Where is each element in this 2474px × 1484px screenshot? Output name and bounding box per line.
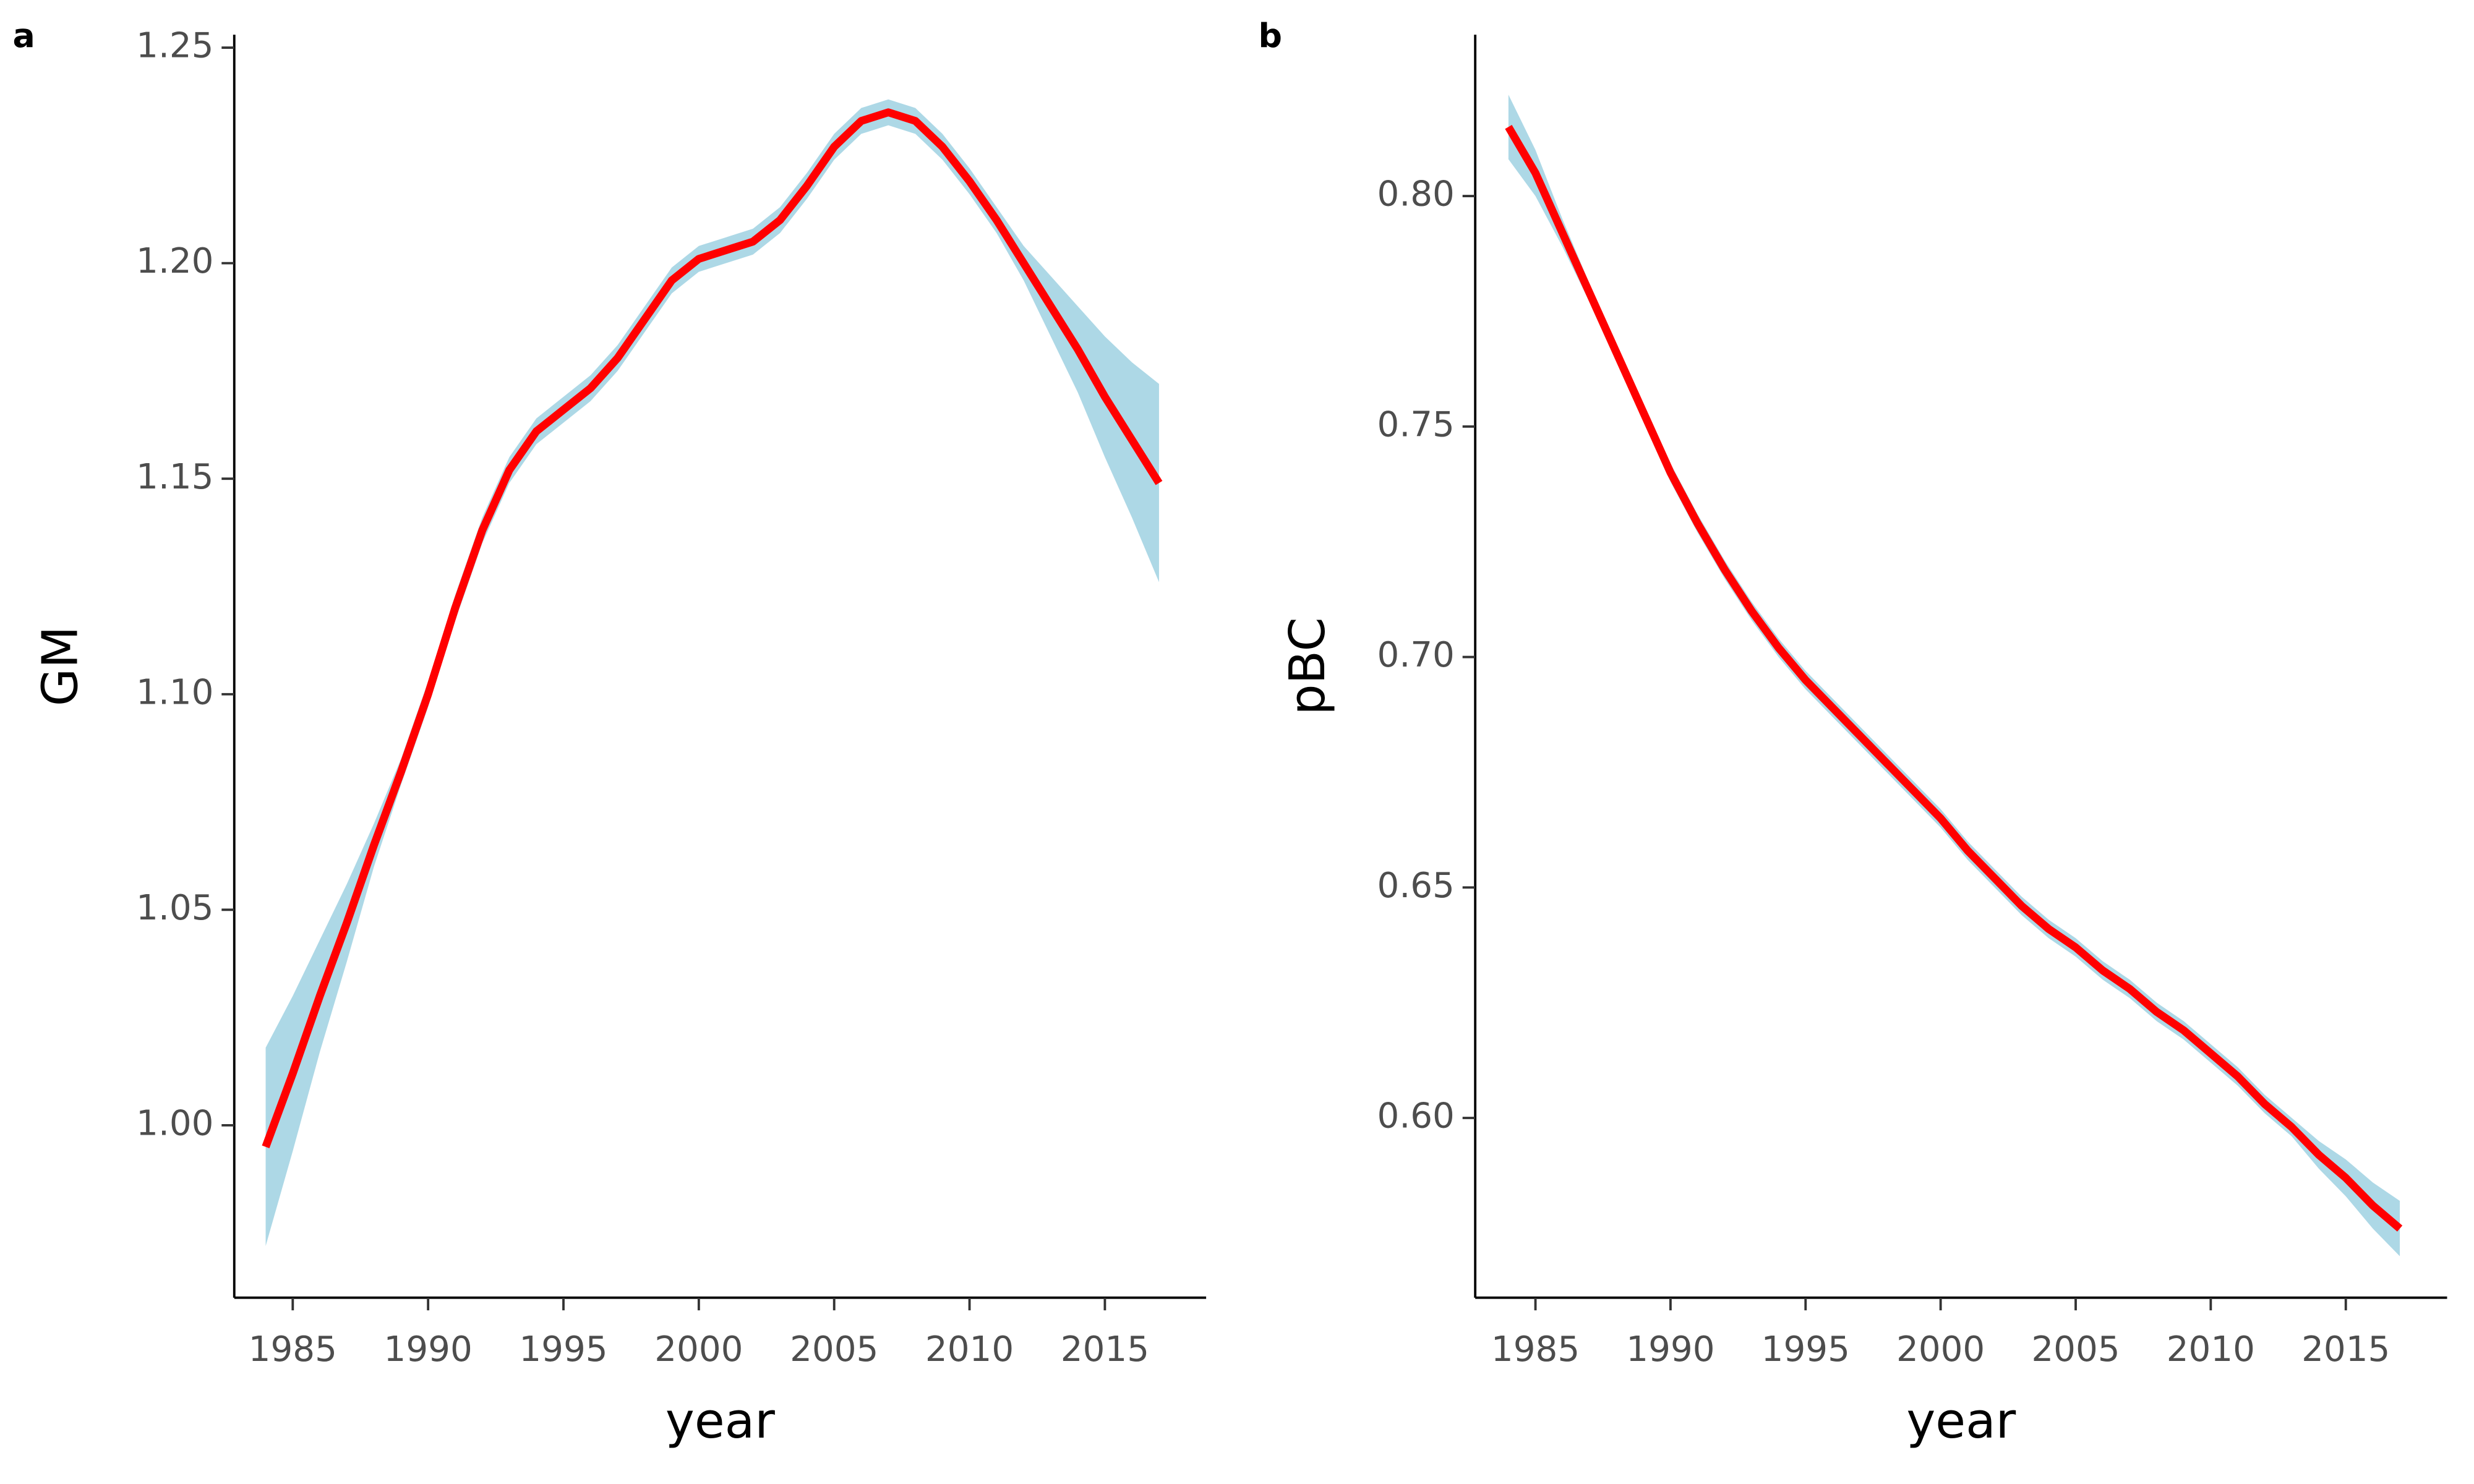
y-tick-label: 1.05 xyxy=(136,888,213,928)
x-tick-label: 1990 xyxy=(1626,1329,1714,1370)
x-axis-title: year xyxy=(666,1392,775,1449)
x-tick-label: 1985 xyxy=(1491,1329,1580,1370)
x-tick-label: 2015 xyxy=(2301,1329,2390,1370)
x-tick-label: 1995 xyxy=(519,1329,607,1370)
y-tick-label: 1.25 xyxy=(136,26,213,66)
y-tick-label: 1.00 xyxy=(136,1104,213,1144)
panel-label: b xyxy=(1259,16,1282,55)
x-tick-label: 1985 xyxy=(249,1329,337,1370)
y-tick-label: 1.10 xyxy=(136,672,213,712)
y-tick-label: 0.75 xyxy=(1377,404,1455,445)
confidence-band xyxy=(1508,95,2400,1256)
panel-label: a xyxy=(12,16,35,55)
trend-line xyxy=(1505,125,2403,1232)
y-tick-label: 0.65 xyxy=(1377,866,1455,906)
x-tick-label: 2010 xyxy=(925,1329,1014,1370)
x-tick-label: 2005 xyxy=(2031,1329,2120,1370)
y-tick-label: 0.80 xyxy=(1377,174,1455,215)
y-tick-label: 1.15 xyxy=(136,457,213,497)
x-tick-label: 2010 xyxy=(2167,1329,2255,1370)
x-axis-title: year xyxy=(1906,1392,2016,1449)
trend-line xyxy=(262,108,1163,1148)
y-tick-label: 0.70 xyxy=(1377,635,1455,675)
x-tick-label: 2015 xyxy=(1061,1329,1149,1370)
x-tick-label: 2000 xyxy=(1896,1329,1985,1370)
x-tick-label: 1990 xyxy=(384,1329,473,1370)
y-axis-title: pBC xyxy=(1278,617,1336,715)
y-tick-label: 1.20 xyxy=(136,241,213,281)
x-tick-label: 2000 xyxy=(654,1329,743,1370)
y-tick-label: 0.60 xyxy=(1377,1096,1455,1136)
x-tick-label: 2005 xyxy=(790,1329,878,1370)
y-axis-title: GM xyxy=(31,626,88,707)
x-tick-label: 1995 xyxy=(1761,1329,1850,1370)
